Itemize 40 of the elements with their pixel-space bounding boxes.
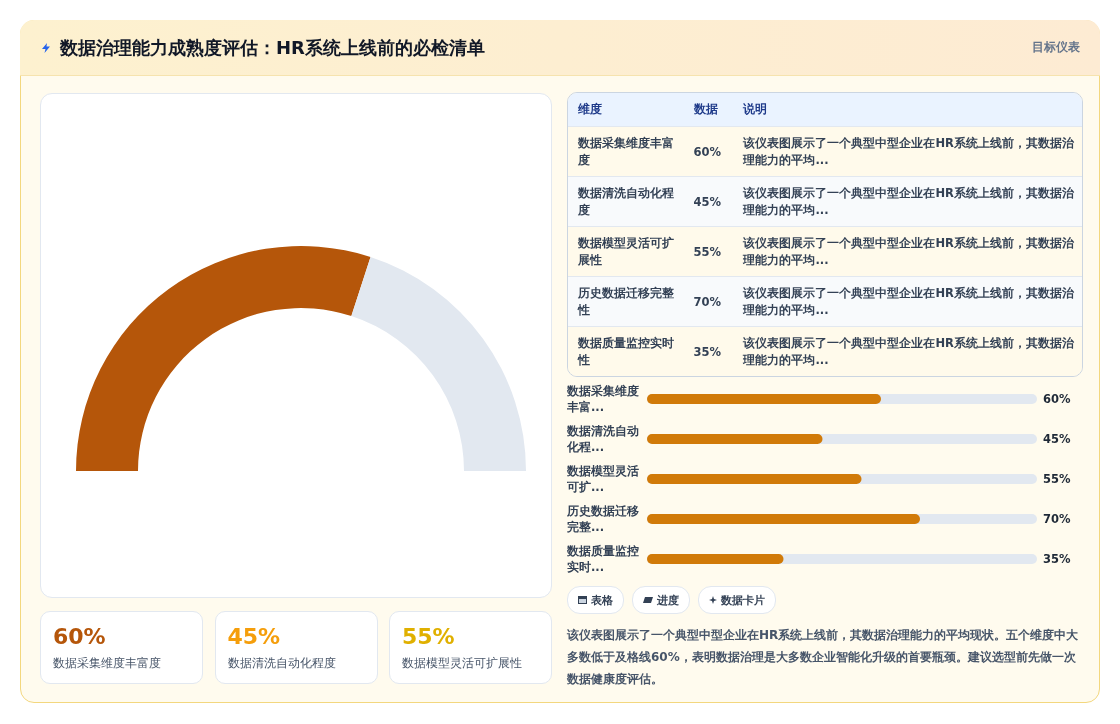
text: 该仪表图展示了一个典型中型企业在HR系统上线前，其数据治理能力的平均... (741, 184, 1075, 219)
text: 45% (692, 194, 723, 209)
text: 55% (692, 244, 723, 259)
text: 该仪表图展示了一个典型中型企业在HR系统上线前，其数据治理能力的平均... (741, 134, 1075, 169)
text: 45% (227, 624, 282, 650)
y-tick-label: 数据质量监控实时... (566, 544, 639, 574)
text: 该仪表图展示了一个典型中型企业在HR系统上线前，其数据治理能力的平均现状。五个维度中大多数低于及格线60%，表明数据治理是大多数企业智能化升级的首要瓶颈。建议选型前先做一次数据健康度评估。 (567, 627, 1080, 688)
text: 进度 (632, 586, 690, 614)
y-tick-label: 数据采集维度丰富... (566, 384, 639, 414)
text: 60% (692, 144, 723, 159)
text: 60% (53, 624, 107, 650)
text: 35% (692, 344, 723, 359)
text: 55% (402, 624, 456, 650)
text: 数据治理能力成熟度评估：HR系统上线前的必检清单 (60, 35, 485, 60)
data-label: 70% (1043, 512, 1071, 526)
text: 历史数据迁移完整性 (576, 284, 675, 319)
data-label: 60% (1043, 392, 1071, 406)
text: 数据模型灵活可扩展性 (402, 656, 523, 671)
data-label: 45% (1043, 432, 1071, 446)
y-tick-label: 数据清洗自动化程... (566, 424, 639, 454)
text: 数据清洗自动化程度 (227, 656, 337, 671)
text: 维度 (577, 101, 603, 118)
text: 该仪表图展示了一个典型中型企业在HR系统上线前，其数据治理能力的平均... (741, 234, 1075, 269)
text: 数据采集维度丰富度 (53, 656, 162, 671)
data-label: 55% (1043, 472, 1071, 486)
y-tick-label: 历史数据迁移完整... (566, 504, 639, 534)
text: 说明 (742, 101, 769, 118)
text: 数据质量监控实时性 (576, 334, 675, 369)
text: 表格 (567, 586, 624, 614)
text: 该仪表图展示了一个典型中型企业在HR系统上线前，其数据治理能力的平均... (741, 334, 1075, 369)
text: 数据采集维度丰富度 (577, 134, 675, 169)
text: 数据 (692, 102, 719, 117)
text: 数据清洗自动化程度 (577, 184, 675, 219)
text: 目标仪表 (1032, 39, 1080, 56)
text: 该仪表图展示了一个典型中型企业在HR系统上线前，其数据治理能力的平均... (741, 284, 1075, 319)
text: 70% (692, 294, 723, 309)
text: 数据模型灵活可扩展性 (577, 234, 675, 269)
text: 数据卡片 (698, 586, 776, 614)
data-label: 35% (1043, 552, 1071, 566)
y-tick-label: 数据模型灵活可扩... (566, 464, 639, 494)
